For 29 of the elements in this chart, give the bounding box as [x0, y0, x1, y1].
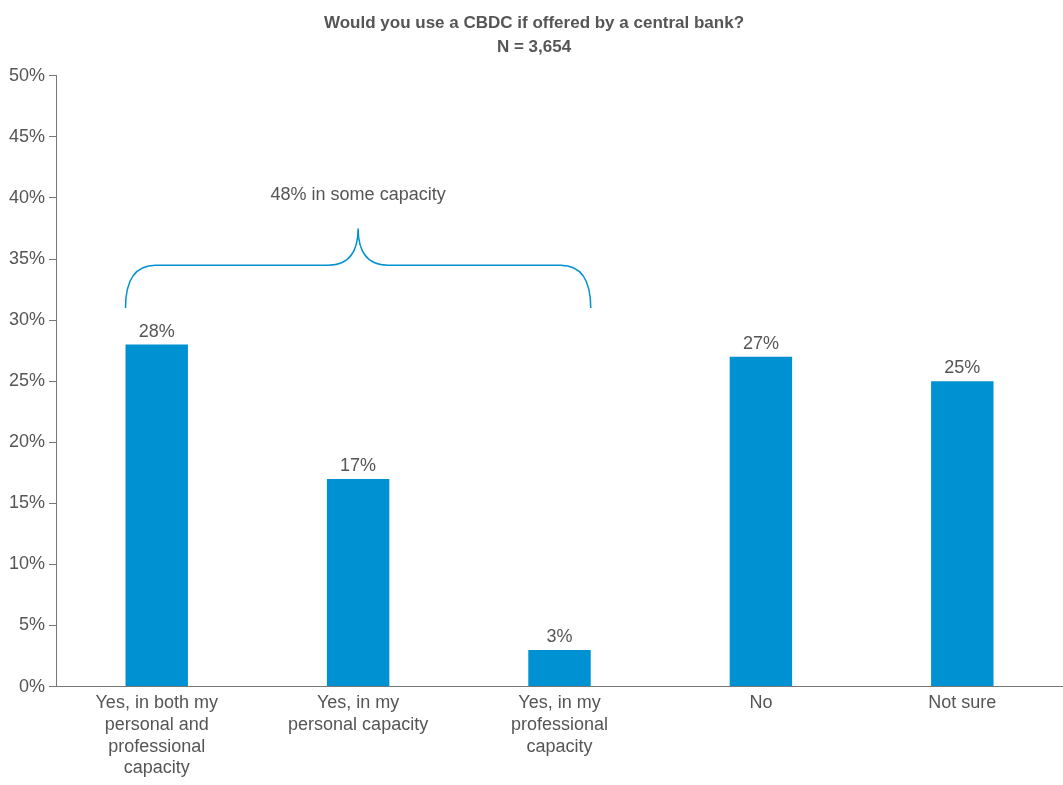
data-label: 25%	[944, 357, 981, 378]
data-label: 17%	[340, 454, 377, 475]
chart-title: Would you use a CBDC if offered by a central bank?	[323, 12, 745, 32]
bar	[528, 649, 591, 687]
y-tick-label: 25%	[9, 370, 46, 391]
y-tick-label: 5%	[19, 614, 46, 635]
annotation: 48% in some capacity	[270, 184, 446, 205]
chart-subtitle: N = 3,654	[496, 37, 572, 57]
x-tick-label: Yes, in both my personal and professional capacity	[95, 692, 218, 778]
y-tick-label: 20%	[9, 431, 46, 452]
x-tick-label: No	[749, 692, 773, 713]
data-label: 28%	[138, 320, 175, 341]
x-tick-label: Yes, in my professional capacity	[510, 692, 609, 756]
bar	[729, 356, 793, 687]
y-tick-label: 30%	[9, 309, 46, 330]
y-tick-label: 45%	[9, 125, 46, 146]
y-tick-label: 0%	[19, 675, 46, 696]
x-tick-label: Not sure	[928, 692, 997, 713]
y-tick-label: 15%	[9, 492, 46, 513]
y-tick-label: 10%	[9, 553, 46, 574]
bar	[326, 478, 390, 687]
data-label: 27%	[742, 332, 779, 353]
y-tick-label: 35%	[9, 248, 46, 269]
x-tick-label: Yes, in my personal capacity	[288, 692, 429, 734]
data-label: 3%	[546, 625, 573, 646]
y-tick-label: 40%	[9, 186, 46, 207]
bar	[125, 344, 188, 687]
bar	[931, 381, 994, 687]
y-tick-label: 50%	[9, 64, 46, 85]
